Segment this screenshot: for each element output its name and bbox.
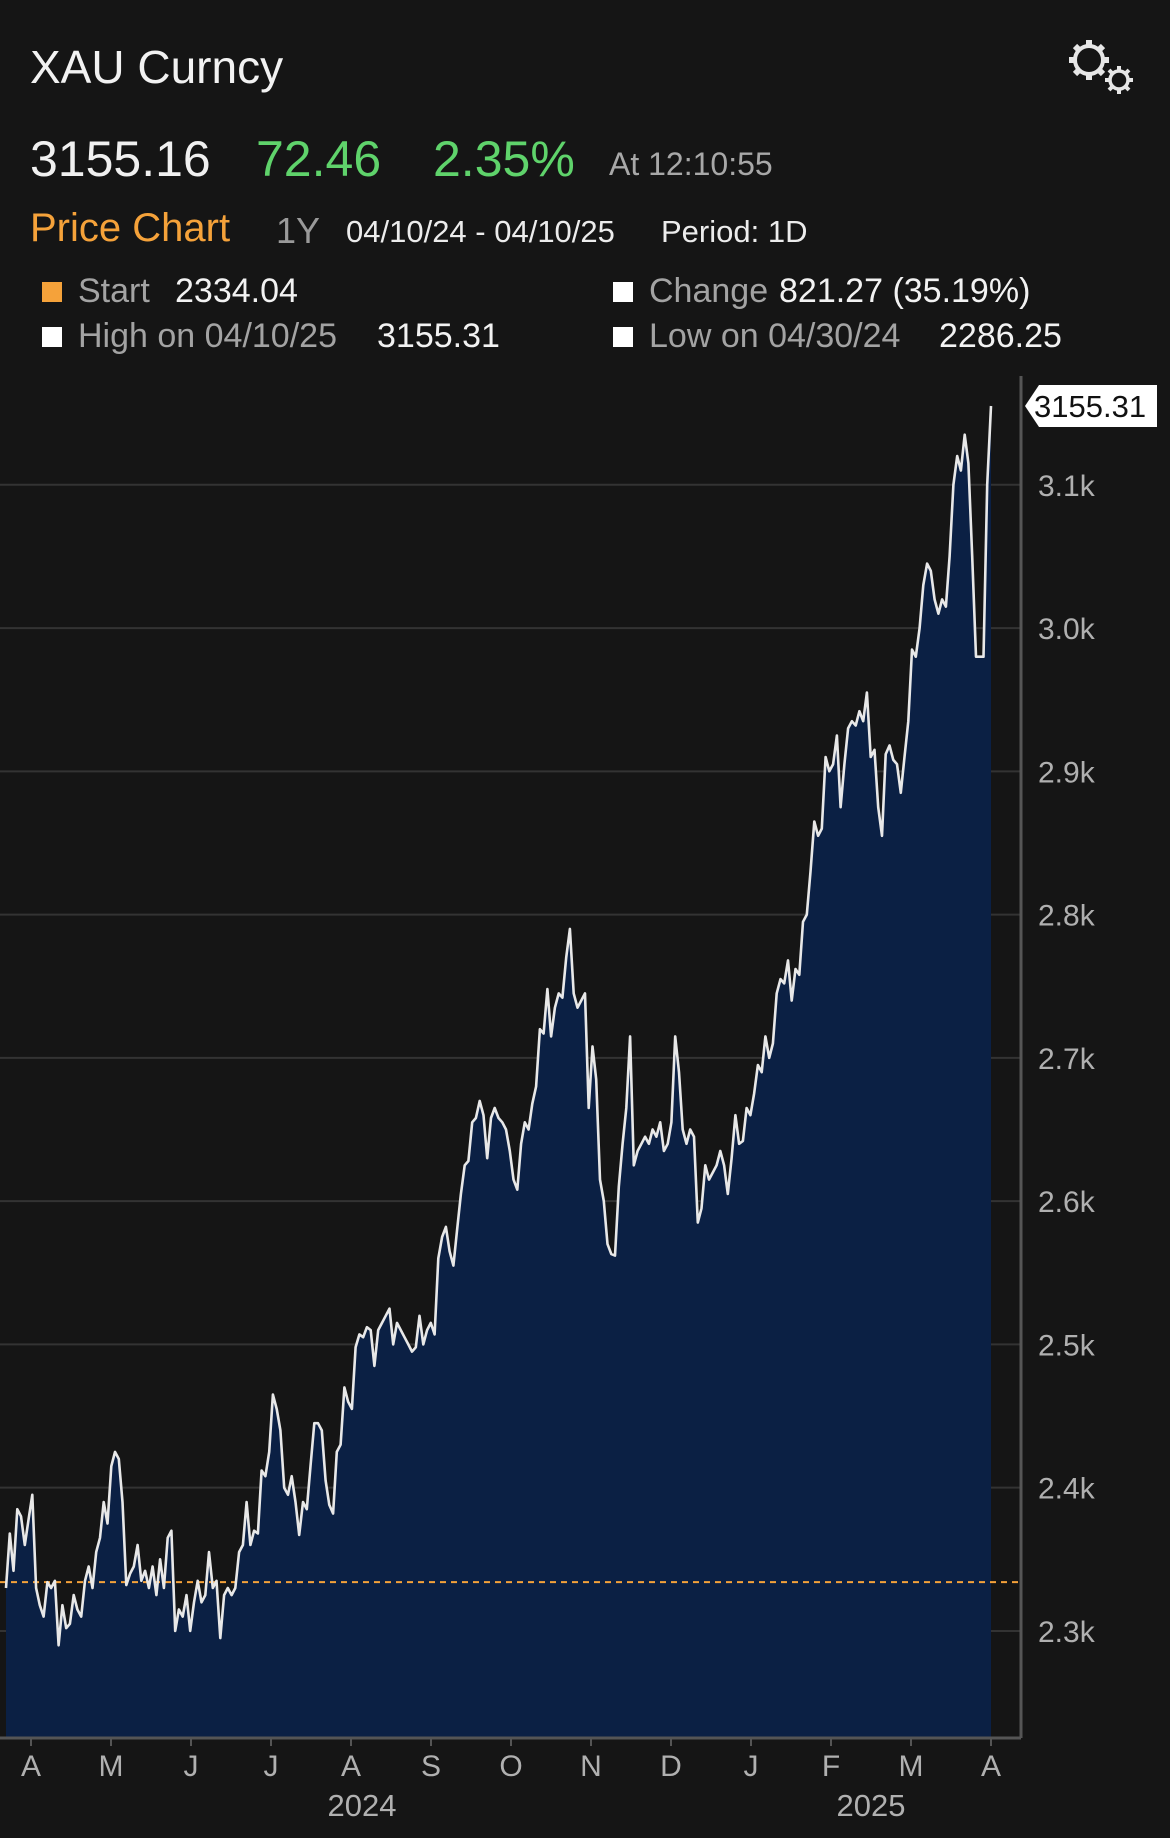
x-tick-label: A	[21, 1750, 41, 1783]
y-tick-label: 2.5k	[1038, 1329, 1096, 1362]
y-tick-label: 2.8k	[1038, 900, 1096, 933]
x-tick-label: J	[264, 1750, 279, 1783]
price-chart[interactable]: 2.3k 2.4k 2.5k 2.6k 2.7k 2.8k 2.9k 3.0k 3.1k A M J…	[0, 360, 1170, 1838]
stat-change-value: 821.27 (35.19%)	[779, 272, 1031, 310]
start-legend-swatch	[42, 282, 62, 302]
stat-low-value: 2286.25	[939, 317, 1062, 355]
x-tick-label: F	[822, 1750, 840, 1783]
y-tick-label: 2.4k	[1038, 1473, 1096, 1506]
stat-high-label: High on 04/10/25	[78, 317, 337, 355]
quote-time: At 12:10:55	[609, 146, 773, 182]
period-selector[interactable]: Period: 1D	[661, 214, 808, 249]
stat-low-label: Low on 04/30/24	[649, 317, 901, 355]
quote-row: 3155.16 72.46 2.35% At 12:10:55	[0, 130, 1170, 190]
x-tick-label: O	[499, 1750, 522, 1783]
x-tick-label: J	[744, 1750, 759, 1783]
gears-icon[interactable]	[1062, 34, 1140, 98]
y-tick-label: 3.1k	[1038, 470, 1096, 503]
low-legend-swatch	[613, 327, 633, 347]
last-value-tag-bg	[1025, 385, 1157, 427]
last-price: 3155.16	[30, 131, 211, 187]
x-tick-label: M	[99, 1750, 124, 1783]
y-tick-label: 2.6k	[1038, 1186, 1096, 1219]
price-line	[4, 405, 993, 1647]
y-tick-label: 2.3k	[1038, 1616, 1096, 1649]
y-tick-label: 2.9k	[1038, 756, 1096, 789]
percent-change: 2.35%	[433, 131, 575, 187]
x-tick-label: S	[421, 1750, 441, 1783]
price-area	[6, 406, 991, 1738]
change-legend-swatch	[613, 282, 633, 302]
chart-header: Price Chart 1Y 04/10/24 - 04/10/25 Perio…	[0, 206, 1170, 256]
y-tick-label: 3.0k	[1038, 613, 1096, 646]
last-value-tag: 3155.31	[1025, 385, 1157, 427]
date-range[interactable]: 04/10/24 - 04/10/25	[346, 214, 615, 249]
stat-start-value: 2334.04	[175, 272, 298, 310]
ticker-title: XAU Curncy	[30, 41, 284, 93]
y-axis-labels: 2.3k 2.4k 2.5k 2.6k 2.7k 2.8k 2.9k 3.0k 3.1k	[1038, 470, 1096, 1649]
x-tick-label: M	[899, 1750, 924, 1783]
net-change: 72.46	[256, 131, 382, 187]
x-axis-labels: A M J J A S O N D J F M A 2024 2025	[21, 1738, 1001, 1823]
x-year-label: 2025	[837, 1788, 906, 1823]
stat-change-label: Change	[649, 272, 769, 310]
x-tick-label: J	[184, 1750, 199, 1783]
x-year-label: 2024	[328, 1788, 397, 1823]
x-tick-label: A	[341, 1750, 361, 1783]
chart-title: Price Chart	[30, 206, 231, 250]
stat-high-value: 3155.31	[377, 317, 500, 355]
x-tick-label: A	[981, 1750, 1001, 1783]
stat-start-label: Start	[78, 272, 150, 310]
high-legend-swatch	[42, 327, 62, 347]
y-tick-label: 2.7k	[1038, 1043, 1096, 1076]
x-tick-label: N	[580, 1750, 602, 1783]
range-selector[interactable]: 1Y	[276, 210, 321, 251]
x-tick-label: D	[660, 1750, 682, 1783]
last-value-tag-text: 3155.31	[1034, 389, 1146, 424]
